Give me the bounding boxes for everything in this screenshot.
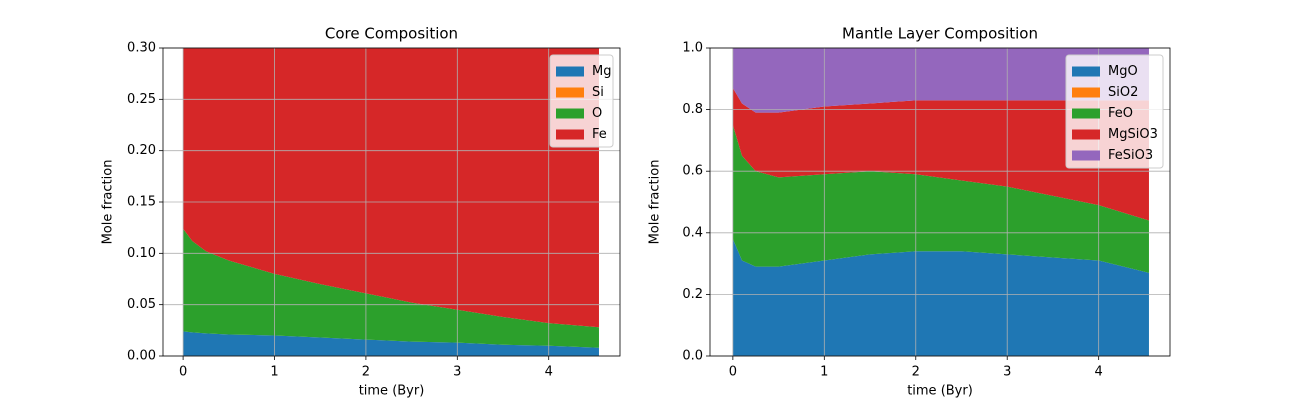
legend-swatch <box>556 108 584 119</box>
legend: Mg Si O Fe <box>549 54 614 148</box>
area <box>183 331 599 356</box>
legend-label: FeSiO3 <box>1108 148 1153 163</box>
y-tick-label: 0.2 <box>682 287 703 302</box>
y-tick-label: 0.8 <box>682 102 703 117</box>
legend-label: Mg <box>592 64 611 79</box>
legend: MgO SiO2 FeO MgSiO3 FeSiO3 <box>1065 54 1164 169</box>
legend-swatch <box>556 66 584 77</box>
y-tick-label: 0.4 <box>682 225 703 240</box>
legend-label: MgSiO3 <box>1108 127 1158 142</box>
x-tick-label: 3 <box>1003 365 1011 380</box>
x-tick-label: 0 <box>179 365 187 380</box>
x-tick-label: 3 <box>453 365 461 380</box>
axes-frame <box>709 47 1171 357</box>
y-tick-label: 0.05 <box>127 297 156 312</box>
area <box>183 228 599 348</box>
y-axis-label: Mole fraction <box>648 160 663 245</box>
area <box>732 48 1149 113</box>
x-tick-label: 0 <box>729 365 737 380</box>
x-axis-label: time (Byr) <box>359 384 425 399</box>
legend-label: Fe <box>592 127 607 142</box>
y-tick-label: 0.6 <box>682 164 703 179</box>
chart-title: Core Composition <box>325 25 458 43</box>
plot-area <box>183 48 599 356</box>
legend-swatch <box>1072 66 1100 77</box>
legend-swatch <box>556 87 584 98</box>
y-tick-label: 1.0 <box>682 41 703 56</box>
legend-box <box>549 54 614 148</box>
area <box>183 48 599 328</box>
x-tick-label: 4 <box>1095 365 1103 380</box>
legend-label: O <box>592 106 602 121</box>
legend-swatch <box>1072 87 1100 98</box>
legend-label: MgO <box>1108 64 1138 79</box>
y-tick-label: 0.25 <box>127 92 156 107</box>
area <box>732 125 1149 273</box>
plot-area <box>732 48 1149 356</box>
x-tick-label: 1 <box>270 365 278 380</box>
y-tick-label: 0.20 <box>127 143 156 158</box>
chart-title: Mantle Layer Composition <box>842 25 1038 43</box>
x-tick-label: 4 <box>545 365 553 380</box>
area <box>732 238 1149 356</box>
legend-label: SiO2 <box>1108 85 1138 100</box>
legend-swatch <box>1072 129 1100 140</box>
y-tick-label: 0.10 <box>127 246 156 261</box>
x-tick-label: 1 <box>820 365 828 380</box>
y-axis-label: Mole fraction <box>101 160 116 245</box>
x-tick-label: 2 <box>912 365 920 380</box>
x-axis-label: time (Byr) <box>907 384 973 399</box>
legend-swatch <box>556 129 584 140</box>
area <box>732 88 1149 221</box>
y-tick-label: 0.00 <box>127 349 156 364</box>
y-tick-label: 0.30 <box>127 41 156 56</box>
y-tick-label: 0.15 <box>127 195 156 210</box>
x-tick-label: 2 <box>362 365 370 380</box>
legend-swatch <box>1072 108 1100 119</box>
y-tick-label: 0.0 <box>682 349 703 364</box>
axes-frame <box>162 47 621 357</box>
legend-swatch <box>1072 150 1100 161</box>
legend-label: FeO <box>1108 106 1133 121</box>
legend-label: Si <box>592 85 604 100</box>
legend-box <box>1065 54 1164 169</box>
